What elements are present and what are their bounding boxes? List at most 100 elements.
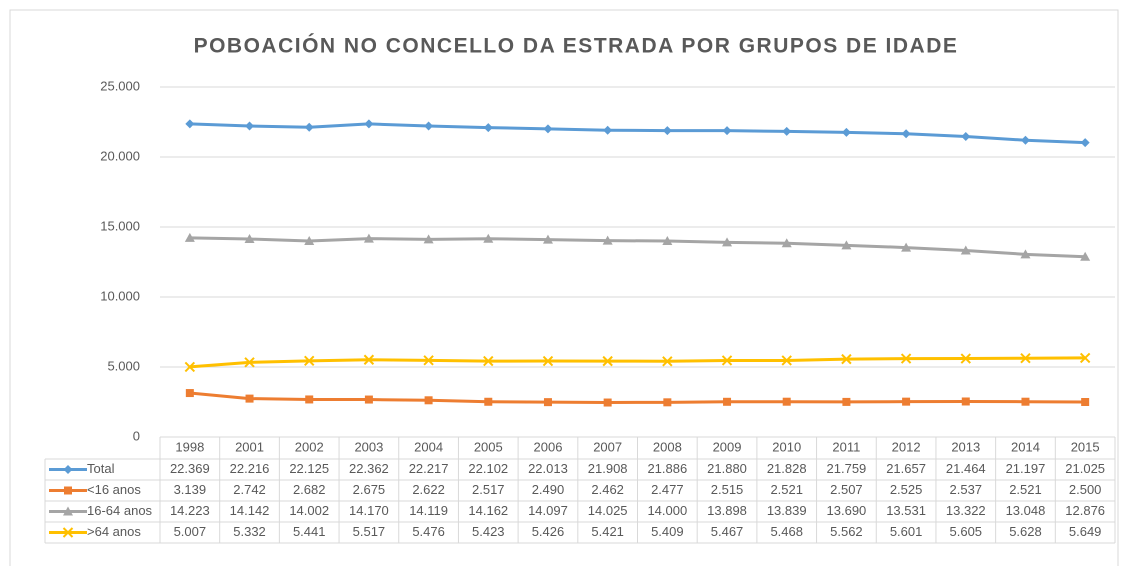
table-value: 5.517 (353, 524, 386, 539)
marker (484, 397, 493, 406)
marker (781, 238, 792, 248)
legend-marker (62, 527, 74, 538)
marker (781, 355, 792, 366)
table-value: 2.682 (293, 482, 326, 497)
x-tick-label: 2013 (951, 439, 980, 454)
marker (543, 124, 553, 134)
marker (723, 397, 732, 406)
x-tick-label: 2015 (1071, 439, 1100, 454)
table-value: 14.002 (289, 503, 329, 518)
marker (841, 240, 852, 250)
marker (1021, 397, 1030, 406)
marker (483, 355, 494, 367)
table-value: 14.223 (170, 503, 210, 518)
marker (483, 233, 494, 243)
table-value: 22.362 (349, 461, 389, 476)
x-tick-label: 2008 (653, 439, 682, 454)
table-value: 21.886 (647, 461, 687, 476)
marker (721, 355, 733, 366)
marker (305, 395, 314, 404)
table-value: 2.477 (651, 482, 684, 497)
chart-title: POBOACIÓN NO CONCELLO DA ESTRADA POR GRU… (194, 34, 959, 58)
marker (602, 355, 613, 367)
marker (901, 242, 912, 252)
table-value: 5.476 (412, 524, 445, 539)
marker (662, 236, 673, 245)
legend-label: 16-64 anos (87, 503, 153, 518)
table-value: 13.690 (827, 503, 867, 518)
marker (542, 355, 554, 367)
y-tick-label: 0 (133, 428, 140, 443)
table-value: 2.537 (950, 482, 983, 497)
x-tick-label: 2011 (832, 439, 860, 454)
table-value: 5.562 (830, 524, 863, 539)
marker (304, 122, 314, 132)
marker (1079, 352, 1091, 364)
table-value: 21.025 (1065, 461, 1105, 476)
table-value: 21.197 (1006, 461, 1046, 476)
table-value: 22.102 (468, 461, 508, 476)
table-value: 5.423 (472, 524, 505, 539)
table-value: 22.125 (289, 461, 329, 476)
table-value: 22.216 (230, 461, 270, 476)
table-value: 22.013 (528, 461, 568, 476)
marker (542, 234, 553, 244)
marker (1020, 353, 1031, 364)
x-tick-label: 2005 (474, 439, 503, 454)
table-value: 22.217 (409, 461, 449, 476)
x-tick-label: 2003 (354, 439, 383, 454)
marker (841, 127, 851, 137)
table-value: 14.097 (528, 503, 568, 518)
table-value: 22.369 (170, 461, 210, 476)
table-value: 2.507 (830, 482, 863, 497)
table-value: 2.742 (233, 482, 266, 497)
table-value: 21.828 (767, 461, 807, 476)
legend-label: Total (87, 461, 115, 476)
table-value: 2.675 (353, 482, 386, 497)
table-value: 21.880 (707, 461, 747, 476)
marker (185, 119, 195, 129)
table-value: 2.525 (890, 482, 923, 497)
x-tick-label: 2010 (772, 439, 801, 454)
table-value: 13.898 (707, 503, 747, 518)
marker (960, 245, 971, 255)
marker (363, 354, 375, 365)
table-value: 21.759 (827, 461, 867, 476)
table-value: 14.025 (588, 503, 628, 518)
x-tick-label: 2012 (892, 439, 921, 454)
table-value: 3.139 (174, 482, 207, 497)
marker (663, 398, 672, 407)
table-value: 5.605 (950, 524, 983, 539)
marker (424, 121, 434, 131)
table-value: 5.007 (174, 524, 207, 539)
x-tick-label: 2004 (414, 439, 443, 454)
legend-label: <16 anos (87, 482, 141, 497)
marker (662, 126, 672, 136)
marker (603, 125, 613, 135)
marker (244, 357, 255, 368)
marker (1020, 249, 1031, 259)
legend-label: >64 anos (87, 524, 141, 539)
marker (960, 353, 971, 364)
marker (245, 121, 255, 131)
marker (901, 129, 911, 139)
marker (602, 235, 613, 245)
marker (722, 237, 733, 247)
marker (543, 398, 552, 407)
legend-marker (63, 465, 73, 474)
table-value: 14.119 (409, 503, 448, 518)
table-value: 12.876 (1065, 503, 1105, 518)
table-value: 5.409 (651, 524, 684, 539)
x-tick-label: 1998 (175, 439, 204, 454)
marker (304, 355, 315, 367)
series-line (189, 122, 1086, 145)
table-value: 21.657 (886, 461, 926, 476)
table-value: 5.421 (591, 524, 624, 539)
series-line (189, 391, 1086, 405)
table-value: 5.441 (293, 524, 326, 539)
marker (185, 389, 194, 398)
y-tick-label: 10.000 (100, 288, 140, 303)
table-value: 2.462 (591, 482, 624, 497)
marker (900, 353, 912, 364)
